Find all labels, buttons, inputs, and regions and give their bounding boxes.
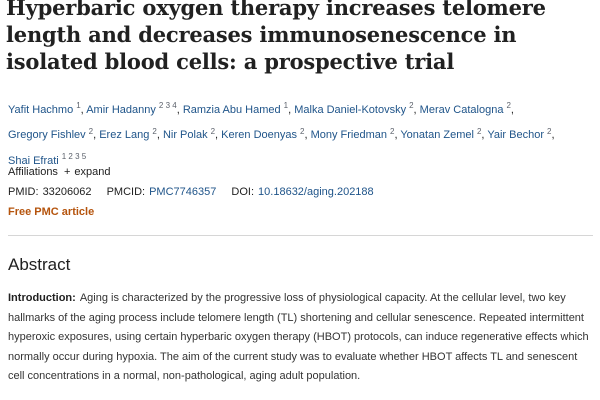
- author-name[interactable]: Nir Polak: [162, 129, 208, 142]
- author-name[interactable]: Yair Bechor: [487, 129, 544, 142]
- affiliations[interactable]: Affiliationsexpand: [8, 166, 110, 178]
- author-affiliation[interactable]: 2 3 4: [158, 101, 177, 110]
- abstract-section-label: Introduction:: [8, 292, 76, 304]
- author: Keren Doenyas 2: [221, 126, 307, 142]
- author-affiliation[interactable]: 2: [299, 126, 305, 136]
- abstract-body: Aging is characterized by the progressiv…: [8, 292, 589, 382]
- author: Ramzia Abu Hamed 1: [182, 101, 291, 116]
- author-affiliation[interactable]: 2: [546, 126, 552, 136]
- author: Merav Catalogna 2: [419, 101, 514, 116]
- author: Yair Bechor 2: [487, 126, 554, 142]
- author: Yonatan Zemel 2: [400, 126, 484, 142]
- pmcid-label: PMCID:: [106, 186, 146, 198]
- author: Amir Hadanny 2 3 4: [86, 101, 180, 116]
- author-name[interactable]: Yonatan Zemel: [400, 129, 474, 142]
- author-name[interactable]: Gregory Fishlev: [8, 129, 86, 142]
- pmid: 33206062: [42, 186, 92, 198]
- author-affiliation[interactable]: 2: [88, 126, 94, 136]
- author-name[interactable]: Merav Catalogna: [419, 103, 504, 116]
- author-affiliation[interactable]: 2: [389, 126, 395, 136]
- article-title: Hyperbaric oxygen therapy increases telo…: [6, 0, 546, 74]
- author-affiliation[interactable]: 2: [210, 126, 216, 136]
- author-name[interactable]: Shai Efrati: [8, 154, 59, 167]
- doi-link[interactable]: 10.18632/aging.202188: [258, 186, 374, 198]
- affiliations-label[interactable]: Affiliations: [8, 166, 58, 178]
- author-affiliation[interactable]: 2: [476, 126, 482, 136]
- abstract-heading: Abstract: [8, 255, 71, 274]
- author-name[interactable]: Malka Daniel-Kotovsky: [294, 103, 407, 116]
- separator: [8, 235, 593, 236]
- author-name[interactable]: Amir Hadanny: [86, 103, 156, 116]
- identifiers: PMID: 33206062 PMCID: PMC7746357 DOI: 10.18…: [8, 186, 386, 198]
- author-affiliation[interactable]: 2: [409, 101, 414, 110]
- author-affiliation[interactable]: 2: [506, 101, 511, 110]
- author-name[interactable]: Keren Doenyas: [221, 129, 297, 142]
- pmid-label: PMID:: [8, 186, 39, 198]
- author: Nir Polak 2: [162, 126, 218, 142]
- pmcid-link[interactable]: PMC7746357: [149, 186, 217, 198]
- author-affiliation[interactable]: 2: [152, 126, 157, 136]
- free-pmc-badge: Free PMC article: [8, 206, 95, 218]
- expand-link[interactable]: expand: [58, 166, 111, 178]
- author-name[interactable]: Mony Friedman: [310, 129, 387, 142]
- author-name[interactable]: Ramzia Abu Hamed: [182, 103, 281, 116]
- author: Erez Lang 2: [99, 126, 160, 142]
- author-affiliation[interactable]: 1: [76, 101, 81, 110]
- author-affiliation[interactable]: 1 2 3 5: [61, 152, 87, 162]
- doi-label: DOI:: [231, 186, 255, 198]
- author: Gregory Fishlev 2: [8, 126, 96, 142]
- author: Yafit Hachmo 1: [8, 101, 84, 116]
- author: Shai Efrati 1 2 3 5: [8, 152, 87, 167]
- author: Mony Friedman 2: [310, 126, 398, 142]
- author: Malka Daniel-Kotovsky 2: [294, 101, 416, 116]
- author-name[interactable]: Erez Lang: [99, 129, 150, 142]
- author-name[interactable]: Yafit Hachmo: [8, 103, 74, 116]
- abstract-text: Introduction: Aging is characterized by t…: [8, 289, 596, 387]
- author-affiliation[interactable]: 1: [283, 101, 289, 110]
